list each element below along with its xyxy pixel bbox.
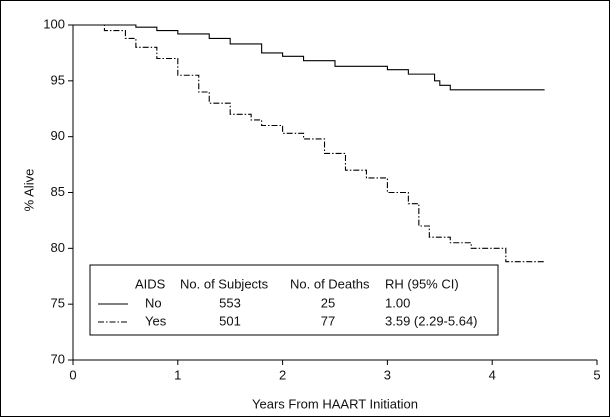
y-tick-label: 100 <box>43 16 65 31</box>
legend-header: No. of Subjects <box>180 276 269 291</box>
legend-box <box>89 264 499 336</box>
survival-curve <box>73 24 545 263</box>
y-tick-label: 80 <box>51 240 65 255</box>
y-axis-label: % Alive <box>21 169 36 212</box>
x-tick-label: 1 <box>174 367 181 382</box>
survival-curve <box>73 24 545 91</box>
legend-header: RH (95% CI) <box>385 276 459 291</box>
y-tick-label: 70 <box>51 351 65 366</box>
x-axis-label: Years From HAART Initiation <box>252 396 418 411</box>
y-tick-label: 90 <box>51 128 65 143</box>
x-tick-label: 2 <box>279 367 286 382</box>
x-tick-label: 3 <box>384 367 391 382</box>
legend-deaths: 77 <box>321 313 335 328</box>
legend-label: No <box>145 295 162 310</box>
legend-rh: 1.00 <box>385 295 410 310</box>
legend-deaths: 25 <box>321 295 335 310</box>
legend-subjects: 553 <box>219 295 241 310</box>
legend-label: Yes <box>145 313 167 328</box>
legend-header: AIDS <box>135 276 166 291</box>
legend-header: No. of Deaths <box>290 276 370 291</box>
y-tick-label: 95 <box>51 72 65 87</box>
legend-rh: 3.59 (2.29-5.64) <box>385 313 478 328</box>
x-tick-label: 0 <box>69 367 76 382</box>
legend-subjects: 501 <box>219 313 241 328</box>
x-tick-label: 5 <box>593 367 600 382</box>
y-tick-label: 85 <box>51 184 65 199</box>
x-tick-label: 4 <box>489 367 496 382</box>
y-tick-label: 75 <box>51 296 65 311</box>
